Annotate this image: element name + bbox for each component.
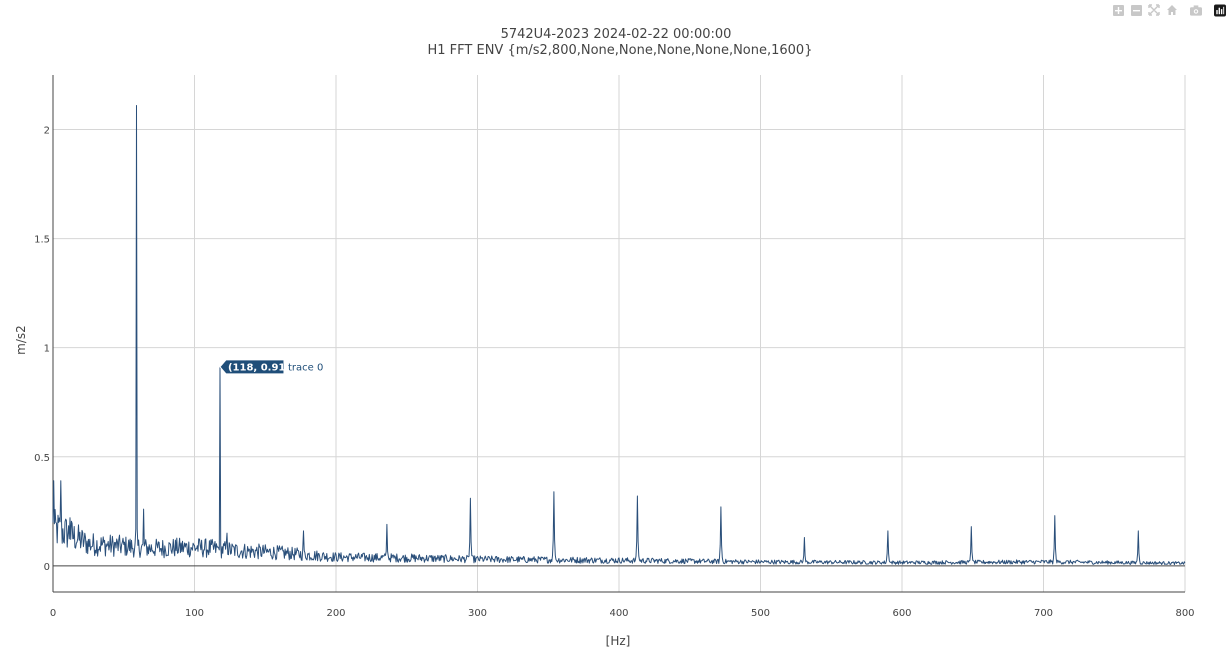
x-tick-label: 200: [326, 608, 345, 619]
y-tick-label: 0.5: [34, 453, 50, 464]
y-tick-label: 0: [44, 562, 50, 573]
x-tick-label: 400: [609, 608, 628, 619]
x-tick-label: 100: [185, 608, 204, 619]
y-tick-label: 2: [44, 126, 50, 137]
reset-axes-icon[interactable]: [1166, 4, 1178, 16]
y-tick-label: 1: [44, 344, 50, 355]
zoom-in-icon[interactable]: [1112, 4, 1124, 16]
zoom-out-icon[interactable]: [1130, 4, 1142, 16]
x-tick-label: 500: [751, 608, 770, 619]
hover-label-value: (118, 0.912): [228, 362, 297, 373]
x-tick-label: 300: [468, 608, 487, 619]
camera-icon[interactable]: [1190, 4, 1202, 16]
series-line-trace-0: [52, 105, 1186, 566]
chart-title-line-1: 5742U4-2023 2024-02-22 00:00:00: [501, 27, 732, 42]
chart-title-line-2: H1 FFT ENV {m/s2,800,None,None,None,None…: [428, 43, 813, 58]
autoscale-icon[interactable]: [1148, 4, 1160, 16]
x-tick-label: 700: [1034, 608, 1053, 619]
hover-trace-name: trace 0: [288, 362, 323, 373]
modebar: [1112, 4, 1226, 16]
hover-tooltip: (118, 0.912)trace 0: [219, 359, 323, 375]
hover-label-box: [219, 359, 285, 375]
plotly-logo-icon[interactable]: [1214, 4, 1226, 16]
titles: 5742U4-2023 2024-02-22 00:00:00 H1 FFT E…: [14, 27, 812, 648]
x-tick-label: 800: [1175, 608, 1194, 619]
x-tick-label: 600: [892, 608, 911, 619]
x-tick-label: 0: [50, 608, 56, 619]
y-tick-label: 1.5: [34, 235, 50, 246]
x-axis-title: [Hz]: [606, 634, 631, 648]
plot-area[interactable]: [52, 105, 1186, 566]
y-axis-title: m/s2: [14, 325, 28, 355]
grid: [52, 75, 1186, 592]
axes: 0 100 200 300 400 500 600 700 800 0 0.5 1 1.5 2: [34, 75, 1195, 619]
